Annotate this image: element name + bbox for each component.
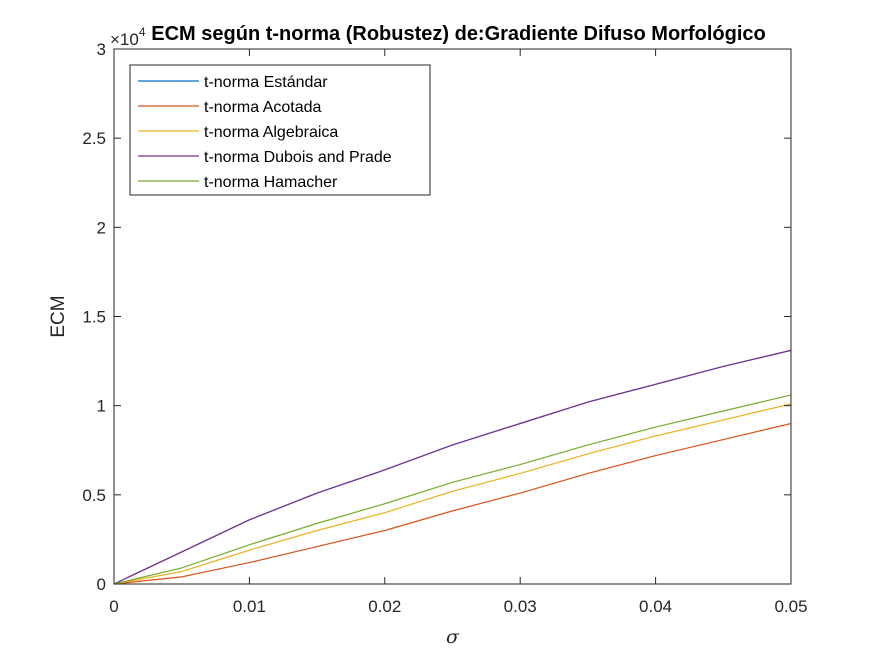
y-tick-label: 0.5 (82, 486, 106, 505)
x-tick-label: 0.04 (639, 597, 672, 616)
y-tick-label: 1.5 (82, 308, 106, 327)
chart-title: ECM según t-norma (Robustez) de:Gradient… (151, 23, 765, 45)
x-tick-label: 0.03 (504, 597, 537, 616)
series-line-3 (113, 403, 792, 585)
legend-item: t-norma Algebraica (138, 124, 338, 141)
legend-item: t-norma Estándar (138, 74, 328, 91)
series-line-2 (113, 422, 792, 585)
legend-label: t-norma Algebraica (204, 124, 338, 141)
y-axis-exponent-base: ×10 (110, 30, 139, 49)
y-tick-label: 3 (97, 40, 106, 59)
series-line-4 (113, 349, 792, 585)
y-tick-label: 0 (97, 575, 106, 594)
legend-item: t-norma Hamacher (138, 174, 338, 191)
y-tick-label: 2 (97, 218, 106, 237)
legend-item: t-norma Dubois and Prade (138, 149, 392, 166)
series-line-5 (113, 394, 792, 585)
legend-label: t-norma Dubois and Prade (204, 149, 392, 166)
x-tick-label: 0 (109, 597, 118, 616)
x-tick-label: 0.02 (368, 597, 401, 616)
y-axis-exponent: ×104 (110, 25, 146, 49)
x-tick-label: 0.01 (233, 597, 266, 616)
y-tick-label: 1 (97, 397, 106, 416)
legend-label: t-norma Estándar (204, 74, 328, 91)
x-tick-label: 0.05 (774, 597, 807, 616)
legend-box (129, 64, 431, 196)
series-layer (113, 349, 792, 585)
x-axis-title: σ (446, 626, 460, 648)
legend-item: t-norma Acotada (138, 99, 322, 116)
legend: t-norma Estándar t-norma Acotada t-norma A… (129, 64, 431, 196)
y-axis-exponent-power: 4 (139, 25, 146, 39)
ticks-layer: 0 0.01 0.02 0.03 0.04 0.05 0 0.5 1 1.5 2 2.5 3 (82, 40, 807, 616)
y-tick-label: 2.5 (82, 129, 106, 148)
legend-label: t-norma Acotada (204, 99, 322, 116)
legend-label: t-norma Hamacher (204, 174, 338, 191)
y-axis-title: ECM (48, 295, 69, 337)
